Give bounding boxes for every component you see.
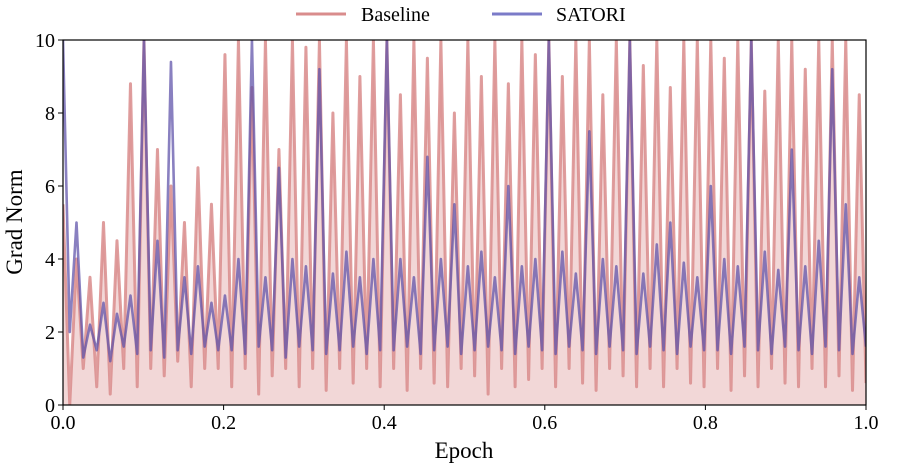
y-tick-label: 10 xyxy=(35,30,55,52)
x-tick-label: 0.2 xyxy=(211,412,236,434)
y-tick-label: 6 xyxy=(45,176,55,198)
y-tick-label: 4 xyxy=(45,249,55,271)
legend: Baseline SATORI xyxy=(296,4,626,26)
x-tick-label: 1.0 xyxy=(854,412,879,434)
legend-label-baseline: Baseline xyxy=(361,4,430,26)
y-tick-label: 8 xyxy=(45,103,55,125)
x-tick-label: 0.8 xyxy=(693,412,718,434)
series-layer xyxy=(63,40,866,405)
y-tick-label: 0 xyxy=(45,395,55,417)
x-axis-label: Epoch xyxy=(435,438,494,463)
x-tick-label: 0.0 xyxy=(51,412,76,434)
y-axis-label: Grad Norm xyxy=(2,169,27,274)
x-tick-label: 0.4 xyxy=(372,412,397,434)
legend-label-satori: SATORI xyxy=(556,4,626,26)
y-axis: 0 2 4 6 8 10 xyxy=(35,30,63,417)
x-tick-label: 0.6 xyxy=(532,412,557,434)
plot-frame xyxy=(62,39,867,406)
y-tick-label: 2 xyxy=(45,322,55,344)
series-line-satori xyxy=(63,40,866,363)
x-axis: 0.0 0.2 0.4 0.6 0.8 1.0 xyxy=(51,405,879,434)
